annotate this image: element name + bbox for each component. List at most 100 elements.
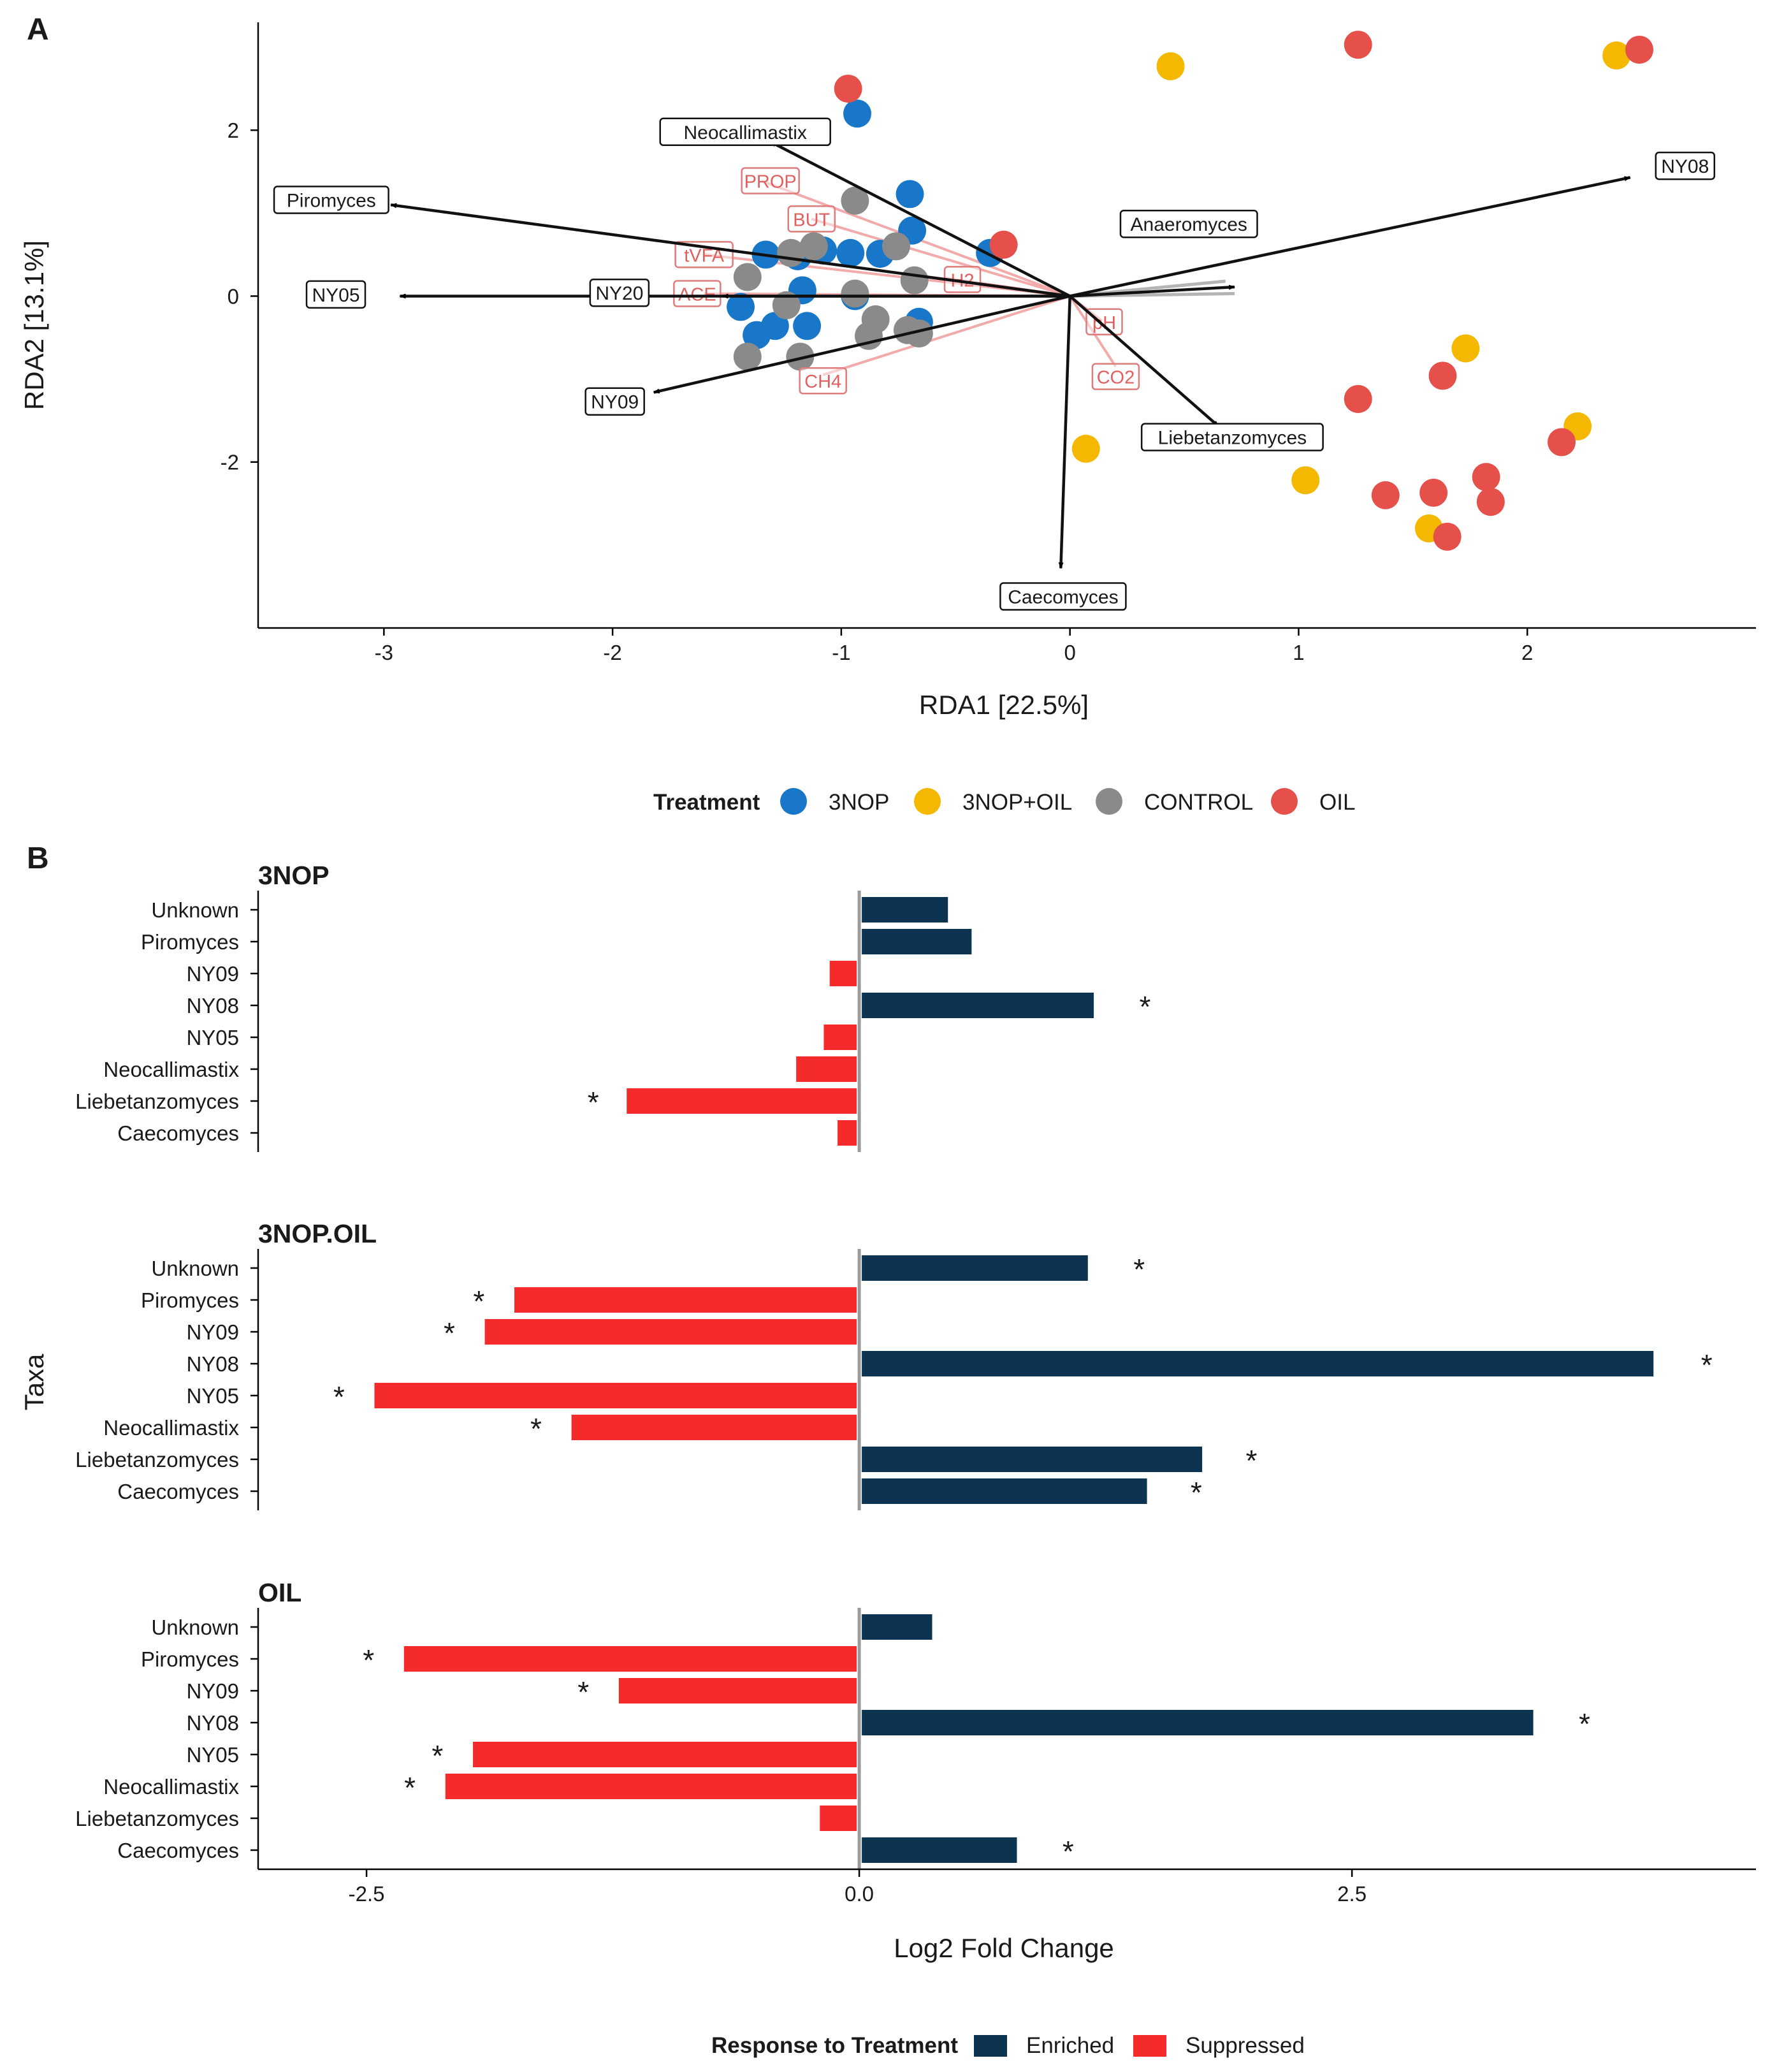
point-control xyxy=(904,319,933,348)
point-oil xyxy=(834,75,862,103)
bar-suppressed xyxy=(838,1120,857,1146)
legend-swatch-3nop-oil xyxy=(914,788,941,815)
category-label: Neocallimastix xyxy=(103,1775,239,1798)
point-control xyxy=(841,186,869,215)
category-label: Caecomyces xyxy=(117,1121,239,1145)
facet-title: OIL xyxy=(258,1578,301,1607)
legend-label: OIL xyxy=(1319,790,1355,815)
category-label: Neocallimastix xyxy=(103,1416,239,1440)
env-vector xyxy=(822,295,1071,376)
treatment-legend: Treatment 3NOP 3NOP+OIL CONTROL OIL xyxy=(653,788,1355,815)
category-label: NY09 xyxy=(186,1679,239,1703)
category-label: NY05 xyxy=(186,1384,239,1408)
category-label: NY08 xyxy=(186,994,239,1018)
x-tick-label: 1 xyxy=(1293,641,1304,664)
legend-swatch-suppressed xyxy=(1133,2035,1166,2057)
category-label: Liebetanzomyces xyxy=(75,1807,239,1830)
x-tick-label: -3 xyxy=(375,641,393,664)
significance-star: * xyxy=(333,1380,345,1413)
category-label: Unknown xyxy=(151,898,239,922)
category-label: Unknown xyxy=(151,1616,239,1639)
y-tick-label: -2 xyxy=(221,451,239,474)
bar-enriched xyxy=(862,993,1094,1018)
significance-star: * xyxy=(363,1644,374,1677)
category-label: NY05 xyxy=(186,1026,239,1049)
species-label: NY08 xyxy=(1661,156,1709,177)
species-label-box xyxy=(589,278,650,307)
significance-star: * xyxy=(1579,1707,1590,1740)
category-label: Piromyces xyxy=(141,1288,239,1312)
env-label-box xyxy=(1091,363,1140,390)
species-label-box xyxy=(584,387,645,416)
facet-title: 3NOP.OIL xyxy=(258,1219,377,1248)
x-axis-title: Log2 Fold Change xyxy=(894,1933,1114,1963)
category-label: NY08 xyxy=(186,1711,239,1735)
species-vector xyxy=(1058,296,1071,569)
y-tick-label: 2 xyxy=(228,119,239,142)
species-label-box xyxy=(305,280,366,309)
category-label: NY05 xyxy=(186,1743,239,1767)
species-label: NY20 xyxy=(595,283,643,304)
category-label: Liebetanzomyces xyxy=(75,1090,239,1113)
point-control xyxy=(786,342,815,371)
bar-suppressed xyxy=(796,1056,857,1082)
species-label: NY05 xyxy=(312,285,359,306)
env-vector xyxy=(811,217,1071,298)
species-vector xyxy=(390,203,1070,298)
response-legend-title: Response to Treatment xyxy=(711,2033,958,2058)
point-control xyxy=(900,266,929,295)
bar-enriched xyxy=(862,1614,932,1640)
species-label: Liebetanzomyces xyxy=(1158,428,1307,449)
env-vector xyxy=(1068,295,1117,368)
point-3nop xyxy=(836,238,865,267)
category-label: NY08 xyxy=(186,1352,239,1376)
point-3nop-oil xyxy=(1451,334,1480,363)
significance-star: * xyxy=(1701,1348,1713,1382)
species-label-box xyxy=(1119,209,1258,238)
facet-3nop-oil: 3NOP.OIL Unknown * Piromyces * NY09 * NY08 * NY05… xyxy=(75,1219,1713,1510)
bar-enriched xyxy=(862,1478,1147,1504)
point-control xyxy=(733,342,762,371)
legend-label: Enriched xyxy=(1026,2033,1114,2058)
species-label-box xyxy=(1140,423,1324,451)
bar-suppressed xyxy=(514,1287,857,1313)
point-3nop xyxy=(843,99,871,128)
bar-enriched xyxy=(862,1351,1654,1376)
bar-enriched xyxy=(862,929,972,954)
point-control xyxy=(881,232,910,261)
panel-a-letter: A xyxy=(27,13,49,47)
species-label: Caecomyces xyxy=(1008,587,1118,608)
species-vector xyxy=(1069,295,1220,428)
species-label-box xyxy=(1655,151,1716,180)
facet-title: 3NOP xyxy=(258,861,330,890)
y-tick-label: 0 xyxy=(228,284,239,308)
env-label: PROP xyxy=(744,172,797,193)
legend-label: 3NOP xyxy=(829,790,889,815)
species-label-box xyxy=(659,117,831,147)
legend-swatch-enriched xyxy=(974,2035,1007,2057)
y-axis-title: RDA2 [13.1%] xyxy=(19,240,49,410)
bar-enriched xyxy=(862,1837,1017,1863)
bar-suppressed xyxy=(820,1806,857,1831)
bar-suppressed xyxy=(571,1415,857,1440)
point-3nop xyxy=(760,312,789,340)
significance-star: * xyxy=(444,1317,455,1350)
rda-biplot: -3 -2 -1 0 1 2 -2 0 2 RDA1 [22.5%] RDA2 [13.1%] PRO… xyxy=(19,22,1756,720)
point-oil xyxy=(1625,35,1654,64)
x-axis-title: RDA1 [22.5%] xyxy=(919,690,1089,720)
bar-suppressed xyxy=(627,1088,857,1114)
env-label-box xyxy=(787,205,836,233)
point-3nop-oil xyxy=(1291,466,1320,495)
legend-label: 3NOP+OIL xyxy=(962,790,1072,815)
significance-star: * xyxy=(1191,1476,1202,1509)
x-tick-label: 0 xyxy=(1064,641,1075,664)
fold-change-bars: 3NOP Unknown Piromyces NY09 NY08 * NY05 Neocall… xyxy=(19,861,1756,1963)
category-label: Caecomyces xyxy=(117,1480,239,1503)
point-oil xyxy=(1476,488,1505,516)
point-3nop xyxy=(793,312,822,340)
significance-star: * xyxy=(404,1771,416,1804)
facet-3nop: 3NOP Unknown Piromyces NY09 NY08 * NY05 Neocall… xyxy=(75,861,1150,1152)
species-label: NY09 xyxy=(591,392,639,413)
point-oil xyxy=(989,230,1018,259)
legend-swatch-3nop xyxy=(780,788,807,815)
